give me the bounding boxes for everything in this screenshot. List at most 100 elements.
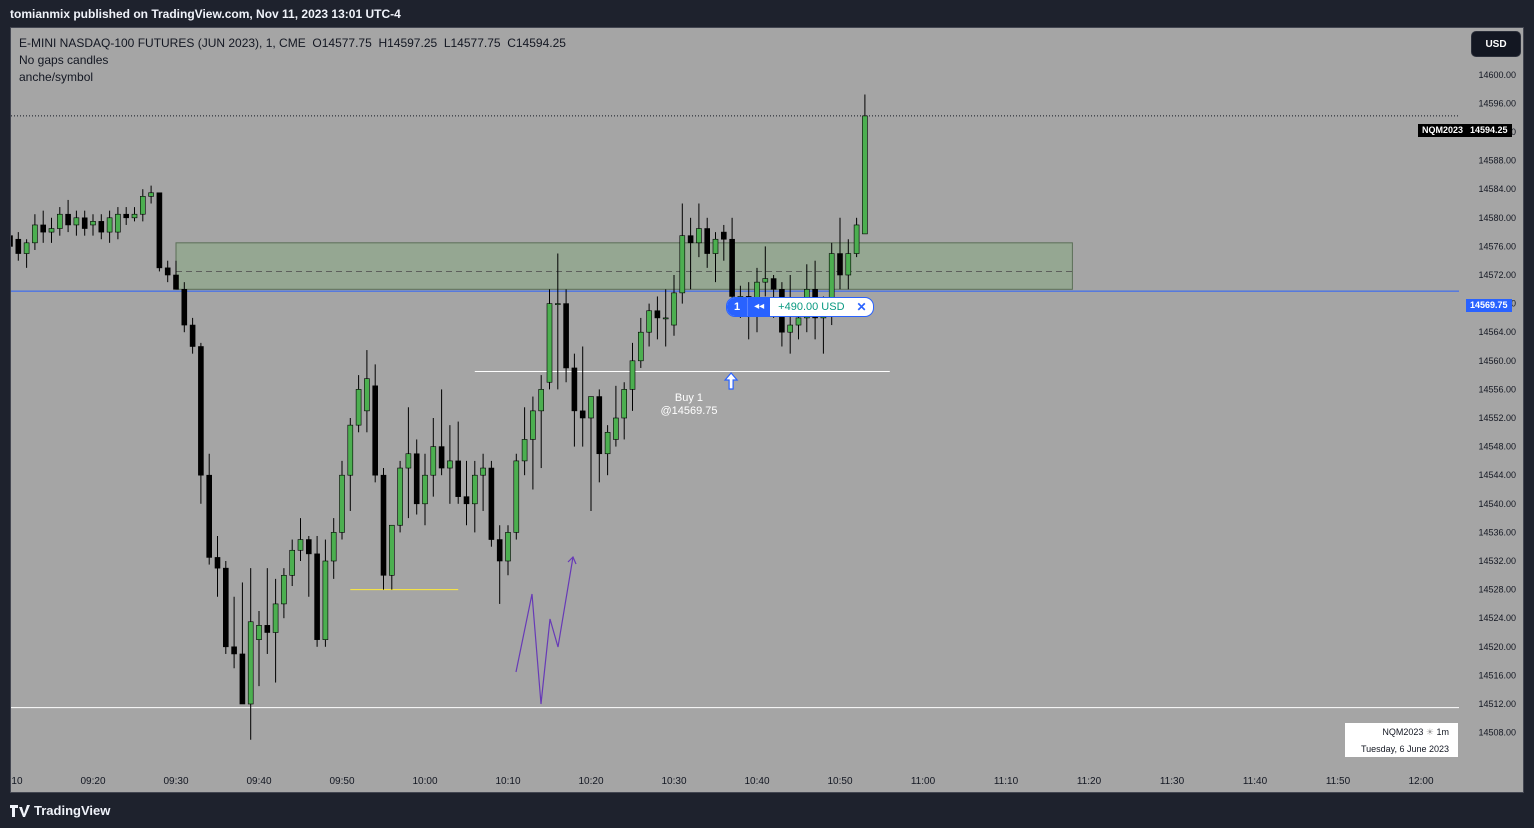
candle-body — [505, 532, 511, 562]
candle-body — [380, 474, 387, 576]
last-price-label: 14594.25 — [1466, 124, 1512, 137]
candle-body — [65, 213, 71, 226]
candle-body — [654, 310, 661, 319]
time-tick-label: 10:20 — [578, 776, 603, 787]
tradingview-logo[interactable]: TradingView — [10, 803, 110, 818]
candle-body — [98, 221, 105, 233]
candle-body — [289, 549, 296, 576]
last-symbol-label: NQM2023 — [1418, 124, 1468, 137]
candle-body — [239, 653, 246, 705]
time-tick-label: 11:20 — [1077, 776, 1102, 787]
indicator-legend-anchor[interactable]: anche/symbol — [19, 70, 94, 84]
currency-button[interactable]: USD — [1472, 32, 1520, 56]
candle-body — [621, 389, 628, 419]
time-tick-label: 10:50 — [827, 776, 852, 787]
candle-body — [198, 346, 204, 476]
candle-body — [140, 196, 146, 215]
candle-body — [322, 560, 329, 640]
indicator-legend-gaps[interactable]: No gaps candles — [19, 53, 109, 67]
candle-body — [81, 217, 88, 229]
candle-body — [339, 474, 345, 533]
candle-body — [48, 228, 55, 233]
price-tick-label: 14576.00 — [1478, 241, 1516, 251]
candle-body — [272, 603, 279, 633]
chart-pane[interactable]: 09:10 09:20 09:30 09:40 09:50 10:00 10:10 10:20… — [10, 27, 1524, 793]
candle-body — [596, 396, 603, 455]
brand-name: TradingView — [34, 803, 111, 818]
candle-body — [845, 253, 852, 276]
candle-body — [563, 303, 569, 369]
time-tick-label: 10:00 — [412, 776, 437, 787]
candle-body — [123, 213, 129, 219]
price-tick-label: 14580.00 — [1478, 213, 1516, 223]
chart-canvas[interactable]: 09:10 09:20 09:30 09:40 09:50 10:00 10:10 10:20… — [11, 28, 1523, 792]
candle-body — [530, 410, 536, 440]
candle-body — [447, 460, 453, 469]
candle-body — [579, 410, 586, 419]
candle-body — [413, 453, 420, 505]
candle-body — [571, 367, 578, 412]
close-icon[interactable]: ✕ — [856, 300, 867, 314]
candle-body — [554, 303, 561, 305]
candle-body — [513, 460, 520, 533]
candle-body — [729, 238, 735, 297]
price-tick-label: 14600.00 — [1478, 70, 1516, 80]
tradingview-icon — [10, 804, 30, 817]
time-tick-label: 09:50 — [329, 776, 354, 787]
candle-body — [330, 532, 337, 562]
candle-body — [106, 217, 113, 233]
position-pnl[interactable]: +490.00 USD — [778, 301, 845, 313]
price-tick-label: 14560.00 — [1478, 356, 1516, 366]
execution-side: Buy 1 — [674, 392, 704, 404]
candle-body — [696, 228, 702, 244]
candle-body — [372, 385, 379, 476]
candle-body — [115, 213, 121, 233]
symbol-info-box: NQM2023 ☀ 1m Tuesday, 6 June 2023 — [1345, 723, 1458, 757]
candle-body — [206, 474, 212, 558]
candle-body — [613, 417, 619, 440]
price-tick-label: 14596.00 — [1478, 98, 1516, 108]
info-date: Tuesday, 6 June 2023 — [1360, 744, 1449, 754]
candle-body — [11, 235, 13, 247]
price-tick-label: 14524.00 — [1478, 613, 1516, 623]
candle-body — [256, 625, 262, 640]
candle-body — [15, 238, 22, 254]
candle-body — [388, 524, 395, 576]
price-tick-label: 14516.00 — [1478, 670, 1516, 680]
publish-header: tomianmix published on TradingView.com, … — [0, 0, 1534, 27]
execution-label: Buy 1 @14569.75 — [651, 392, 727, 418]
candle-body — [862, 115, 868, 235]
candle-body — [496, 539, 503, 562]
purple-path-drawing — [515, 556, 574, 705]
candle-body — [787, 324, 794, 333]
position-pill[interactable]: 1 ◂◂ +490.00 USD ✕ — [726, 297, 874, 317]
price-tick-label: 14556.00 — [1478, 384, 1516, 394]
symbol-legend[interactable]: E-MINI NASDAQ-100 FUTURES (JUN 2023), 1,… — [19, 36, 566, 50]
execution-price: @14569.75 — [660, 405, 718, 417]
candle-body — [397, 467, 403, 526]
footer-bar: TradingView — [0, 793, 1534, 828]
price-tick-label: 14508.00 — [1478, 728, 1516, 738]
candle-body — [223, 567, 229, 648]
time-tick-label: 10:40 — [744, 776, 769, 787]
candle-body — [471, 474, 478, 505]
candle-body — [405, 453, 412, 469]
price-tick-label: 14584.00 — [1478, 184, 1516, 194]
sun-icon: ☀ — [1425, 727, 1434, 737]
candle-body — [521, 439, 528, 462]
candle-body — [305, 539, 312, 555]
price-tick-label: 14588.00 — [1478, 156, 1516, 166]
time-tick-label: 11:00 — [911, 776, 936, 787]
candle-body — [355, 389, 362, 426]
double-chevron-left-icon[interactable]: ◂◂ — [747, 298, 771, 316]
position-qty[interactable]: 1 — [727, 298, 748, 316]
candle-body — [837, 253, 843, 276]
candle-body — [480, 467, 486, 476]
candle-body — [164, 267, 171, 276]
candle-body — [762, 278, 769, 283]
purple-arrowhead — [567, 555, 577, 565]
time-tick-label: 09:40 — [246, 776, 271, 787]
price-tick-label: 14520.00 — [1478, 642, 1516, 652]
candle-body — [264, 625, 271, 633]
candle-body — [538, 389, 545, 412]
